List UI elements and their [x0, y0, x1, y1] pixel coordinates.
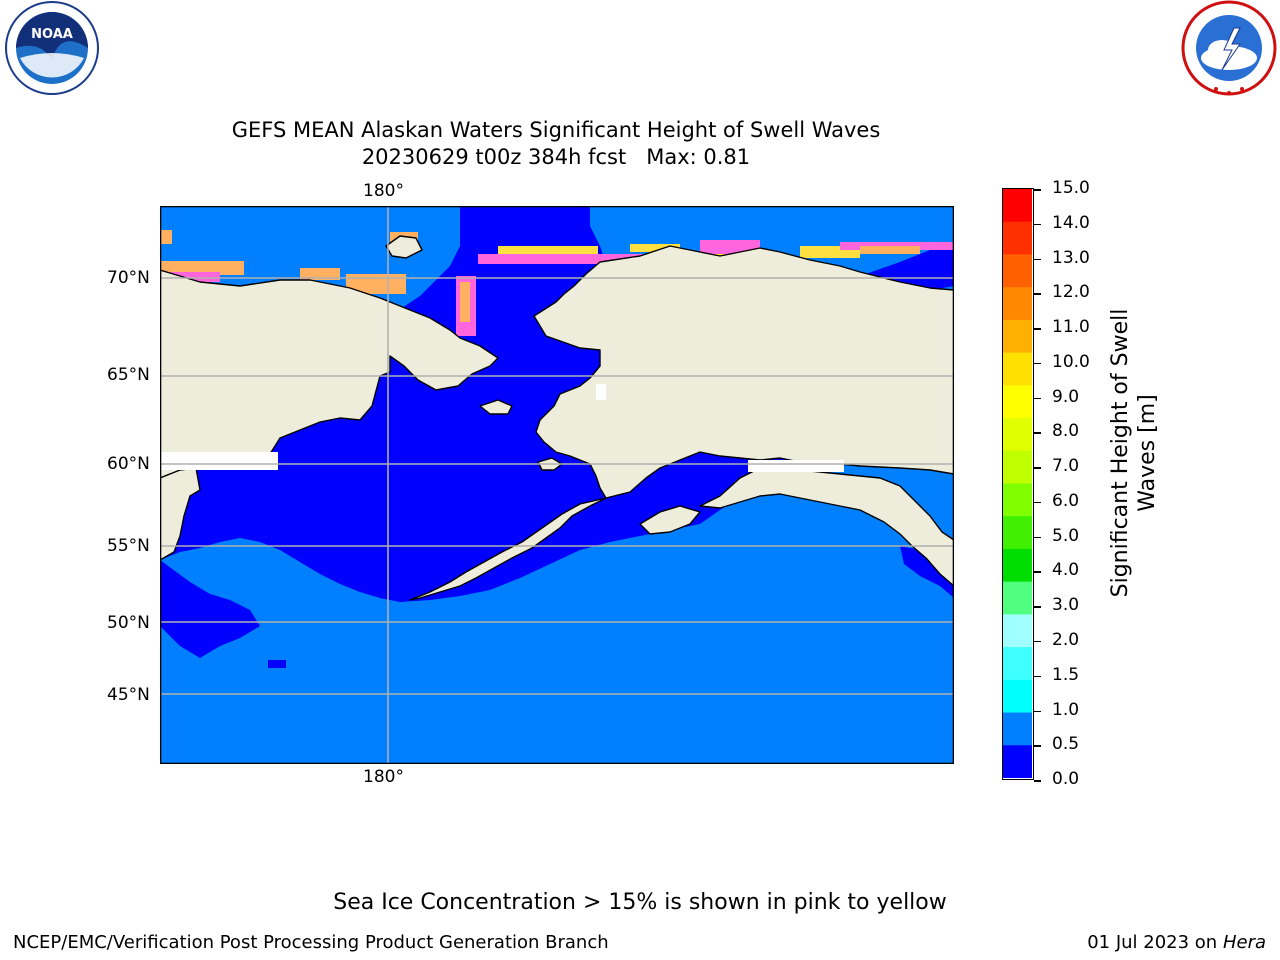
land-alaska	[533, 245, 954, 499]
colorbar-tick-mark	[1034, 328, 1041, 330]
lat-label-55: 55°N	[107, 536, 150, 556]
colorbar-swatch	[1003, 385, 1032, 419]
colorbar-tick-label: 9.0	[1052, 386, 1080, 407]
chart-subtitle: 20230629 t00z 384h fcst Max: 0.81	[361, 145, 751, 169]
colorbar-tick-label: 8.0	[1052, 421, 1080, 442]
colorbar-tick-mark	[1034, 432, 1041, 434]
colorbar-tick-label: 7.0	[1052, 456, 1080, 477]
colorbar-tick-label: 0.0	[1052, 769, 1080, 789]
colorbar-tick-label: 0.5	[1052, 734, 1080, 755]
nws-logo	[1178, 0, 1280, 100]
lat-label-60: 60°N	[107, 454, 150, 474]
chart-title: GEFS MEAN Alaskan Waters Significant Hei…	[231, 118, 881, 142]
colorbar	[1002, 188, 1034, 780]
lat-label-65: 65°N	[107, 365, 150, 385]
colorbar-tick-mark	[1034, 223, 1041, 226]
colorbar-swatch	[1003, 418, 1032, 452]
colorbar-tick-mark	[1034, 571, 1041, 573]
footer-date-text: 01 Jul 2023 on	[1087, 932, 1223, 953]
footer-credit: NCEP/EMC/Verification Post Processing Pr…	[13, 932, 609, 953]
colorbar-tick-label: 3.0	[1052, 595, 1080, 616]
colorbar-swatch	[1003, 483, 1032, 517]
colorbar-tick-mark	[1034, 467, 1041, 469]
no-data-patches	[160, 384, 844, 472]
colorbar-tick-mark	[1034, 501, 1041, 504]
colorbar-tick-mark	[1034, 536, 1041, 539]
colorbar-tick-label: 10.0	[1052, 351, 1090, 372]
colorbar-swatch	[1003, 352, 1032, 386]
colorbar-swatches	[1003, 189, 1032, 778]
colorbar-swatch	[1003, 221, 1032, 255]
land-kodiak	[639, 505, 701, 535]
colorbar-tick-mark	[1034, 189, 1041, 191]
colorbar-tick-label: 5.0	[1052, 525, 1080, 546]
colorbar-swatch	[1003, 450, 1032, 484]
graticule	[160, 206, 954, 764]
colorbar-swatch	[1003, 712, 1032, 746]
colorbar-tick-mark	[1034, 606, 1041, 608]
nws-logo-icon	[1181, 0, 1277, 96]
lat-label-70: 70°N	[107, 268, 150, 288]
colorbar-swatch	[1003, 319, 1032, 354]
sea-low-swell-west	[160, 560, 260, 658]
colorbar-swatch	[1003, 189, 1032, 223]
colorbar-tick-label: 1.5	[1052, 664, 1080, 685]
sea-small-blob	[268, 660, 286, 668]
footer-date: 01 Jul 2023 on Hera	[1087, 932, 1266, 953]
colorbar-tick-label: 4.0	[1052, 560, 1080, 581]
colorbar-tick-label: 12.0	[1052, 282, 1090, 303]
sea-ice-note: Sea Ice Concentration > 15% is shown in …	[333, 890, 947, 915]
colorbar-tick-label: 6.0	[1052, 490, 1080, 511]
colorbar-tick-mark	[1034, 258, 1041, 260]
lat-label-45: 45°N	[107, 685, 150, 705]
colorbar-swatch	[1003, 516, 1032, 550]
colorbar-title-line1: Significant Height of Swell	[1108, 308, 1133, 598]
colorbar-tick-mark	[1034, 397, 1041, 400]
map-plot	[160, 206, 954, 764]
colorbar-tick-mark	[1034, 745, 1041, 747]
lat-label-50: 50°N	[107, 613, 150, 633]
colorbar-swatch	[1003, 254, 1032, 288]
footer-host: Hera	[1222, 932, 1266, 953]
colorbar-tick-label: 15.0	[1052, 178, 1090, 198]
colorbar-tick-label: 2.0	[1052, 629, 1080, 650]
land-st-lawrence	[479, 399, 513, 415]
colorbar-tick-label: 1.0	[1052, 699, 1080, 720]
colorbar-swatch	[1003, 614, 1032, 648]
colorbar-swatch	[1003, 745, 1032, 778]
sea-low-swell-arctic	[460, 264, 600, 346]
colorbar-tick-mark	[1034, 780, 1041, 782]
colorbar-swatch	[1003, 679, 1032, 714]
sea-low-swell-gulf-east	[900, 546, 954, 598]
colorbar-tick-mark	[1034, 710, 1041, 712]
colorbar-swatch	[1003, 548, 1032, 583]
land-alaska-peninsula	[409, 497, 607, 601]
colorbar-tick-mark	[1034, 293, 1041, 295]
colorbar-tick-mark	[1034, 675, 1041, 678]
colorbar-swatch	[1003, 647, 1032, 681]
noaa-logo: NOAA	[0, 0, 104, 100]
colorbar-tick-label: 14.0	[1052, 212, 1090, 233]
colorbar-swatch	[1003, 581, 1032, 615]
lon-label-bottom: 180°	[363, 767, 404, 787]
colorbar-title-line2: Waves [m]	[1135, 394, 1160, 512]
lon-label-top: 180°	[363, 181, 404, 201]
land-wrangel	[385, 235, 423, 259]
colorbar-tick-label: 11.0	[1052, 317, 1090, 338]
colorbar-tick-mark	[1034, 640, 1041, 643]
colorbar-title: Significant Height of Swell Waves [m]	[1107, 283, 1161, 623]
colorbar-tick-mark	[1034, 362, 1041, 365]
landmass	[160, 235, 954, 601]
svg-text:NOAA: NOAA	[31, 27, 73, 42]
noaa-logo-icon: NOAA	[5, 1, 99, 95]
colorbar-swatch	[1003, 287, 1032, 321]
colorbar-tick-label: 13.0	[1052, 247, 1090, 268]
